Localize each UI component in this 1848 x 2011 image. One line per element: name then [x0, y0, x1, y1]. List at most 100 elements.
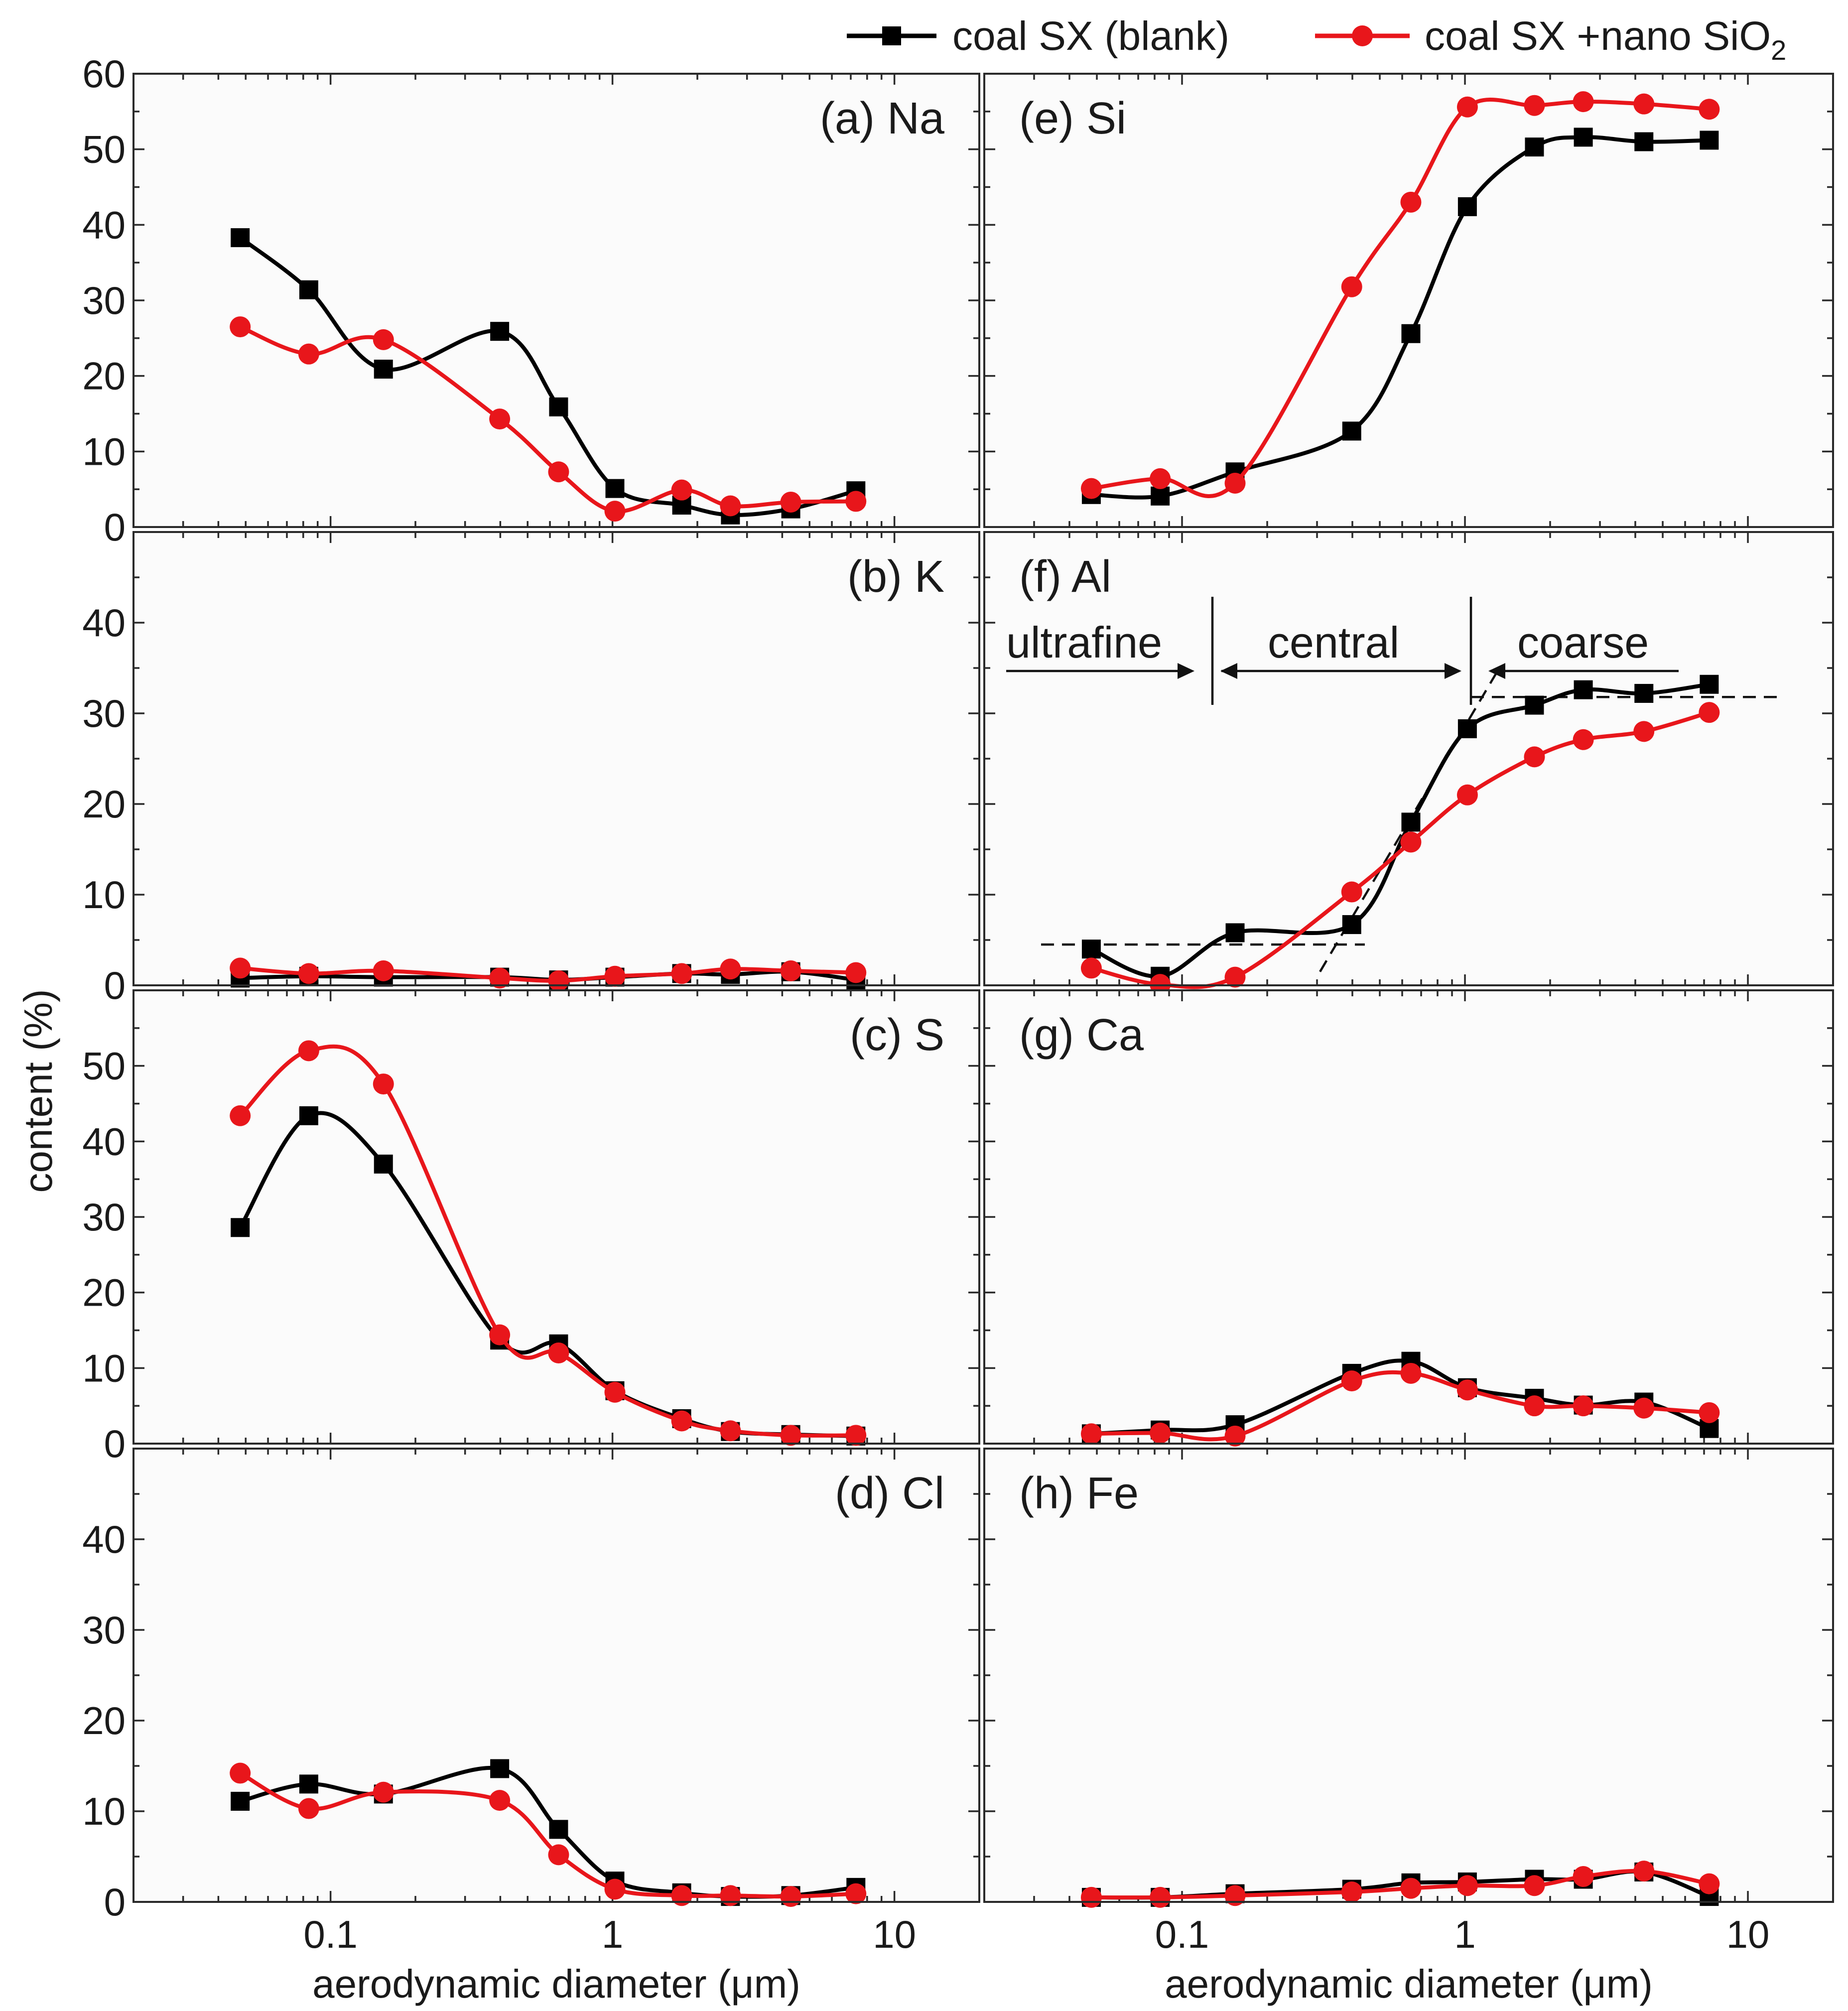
point-nano: [1080, 478, 1102, 499]
point-blank: [299, 1106, 318, 1125]
y-tick-label: 30: [82, 1608, 126, 1652]
point-blank: [374, 360, 393, 379]
panel-label: (a) Na: [820, 94, 945, 143]
point-nano: [845, 491, 867, 512]
y-ticks: [984, 576, 1833, 986]
panel-frame: [983, 531, 1834, 986]
point-nano: [1699, 99, 1720, 120]
y-ticks: 0 10 20 30 40 50: [82, 1027, 979, 1466]
point-nano: [298, 963, 319, 984]
y-tick-label: 20: [82, 1271, 126, 1315]
y-tick-label: 0: [104, 1880, 126, 1924]
point-blank: [231, 228, 250, 248]
y-tick-label: 40: [82, 1517, 126, 1561]
point-nano: [373, 1781, 394, 1803]
point-blank: [299, 280, 318, 299]
y-tick-label: 20: [82, 782, 126, 826]
point-nano: [489, 1790, 511, 1811]
panel-background: [133, 532, 979, 985]
point-nano: [1573, 1395, 1594, 1417]
point-nano: [604, 1878, 626, 1900]
point-nano: [720, 1420, 741, 1442]
legend-marker-square: [882, 26, 901, 45]
panel-label: (c) S: [850, 1010, 944, 1060]
point-nano: [1080, 1886, 1102, 1908]
panel-b-k: 0 10 20 30 40 (b) K: [82, 531, 980, 1007]
panel-background: [984, 74, 1833, 527]
legend-subscript: 2: [1771, 34, 1786, 66]
panel-frame: [983, 73, 1834, 528]
panel-d-cl: 0 10 20 30 40 0.1 1 10 (d) Cl: [82, 1448, 980, 1956]
y-tick-label: 50: [82, 1044, 126, 1088]
series-line-nano: [1091, 1869, 1710, 1900]
point-nano: [1699, 1873, 1720, 1894]
arrow-head: [1220, 663, 1237, 679]
point-blank: [1342, 915, 1361, 935]
point-nano: [1633, 1397, 1655, 1419]
point-nano: [1456, 1875, 1478, 1896]
panel-label: (e) Si: [1019, 94, 1126, 143]
point-blank: [1342, 421, 1361, 441]
region-label-central: central: [1268, 618, 1399, 667]
point-blank: [1574, 128, 1593, 147]
point-blank: [549, 1820, 568, 1839]
point-blank: [231, 1218, 250, 1237]
point-nano: [1456, 96, 1478, 118]
point-blank: [1574, 680, 1593, 699]
point-nano: [1573, 1866, 1594, 1887]
point-nano: [298, 1798, 319, 1819]
point-nano: [1341, 881, 1362, 903]
point-nano: [489, 408, 511, 430]
arrow-head: [1488, 663, 1505, 679]
y-tick-label: 20: [82, 354, 126, 398]
point-nano: [230, 316, 251, 338]
point-nano: [1224, 1885, 1246, 1906]
point-nano: [1633, 1861, 1655, 1882]
point-nano: [1699, 702, 1720, 723]
series-line-nano: [240, 966, 856, 983]
x-axis-label-right: aerodynamic diameter (μm): [1165, 1962, 1653, 2006]
point-blank: [1634, 132, 1654, 151]
panel-frame: [983, 989, 1834, 1445]
point-nano: [1456, 784, 1478, 805]
point-nano: [845, 962, 867, 983]
panel-c-s: 0 10 20 30 40 50 (c) S: [82, 989, 980, 1466]
point-nano: [780, 960, 801, 981]
y-tick-label: 30: [82, 691, 126, 735]
point-nano: [780, 1425, 801, 1446]
point-nano: [548, 970, 569, 991]
point-nano: [720, 958, 741, 980]
x-tick-label: 10: [1726, 1912, 1770, 1956]
panel-frame: [983, 1448, 1834, 1903]
panel-label: (h) Fe: [1019, 1469, 1139, 1518]
point-nano: [671, 963, 692, 984]
point-nano: [548, 1844, 569, 1866]
y-tick-label: 20: [82, 1699, 126, 1743]
point-nano: [1633, 721, 1655, 742]
region-label-coarse: coarse: [1517, 618, 1649, 667]
point-blank: [374, 1154, 393, 1174]
panel-e-si: (e) Si: [983, 73, 1834, 528]
point-blank: [1457, 719, 1477, 738]
point-nano: [1524, 746, 1545, 768]
point-nano: [548, 1342, 569, 1363]
point-blank: [231, 1791, 250, 1811]
legend-label-nano: coal SX +nano SiO2: [1425, 13, 1786, 66]
panel-background: [133, 990, 979, 1444]
y-tick-label: 0: [104, 1422, 126, 1466]
point-blank: [605, 479, 625, 498]
point-nano: [373, 960, 394, 981]
point-blank: [549, 397, 568, 416]
panel-background: [984, 532, 1833, 985]
point-nano: [489, 1324, 511, 1345]
panel-label: (d) Cl: [835, 1469, 944, 1518]
y-tick-label: 0: [104, 963, 126, 1007]
point-nano: [548, 461, 569, 483]
point-nano: [230, 1762, 251, 1784]
panel-frame: [132, 989, 980, 1445]
series-line-blank: [1091, 135, 1710, 500]
series-line-blank: [1090, 682, 1710, 979]
point-nano: [1573, 729, 1594, 750]
region-label-ultrafine: ultrafine: [1006, 618, 1162, 667]
